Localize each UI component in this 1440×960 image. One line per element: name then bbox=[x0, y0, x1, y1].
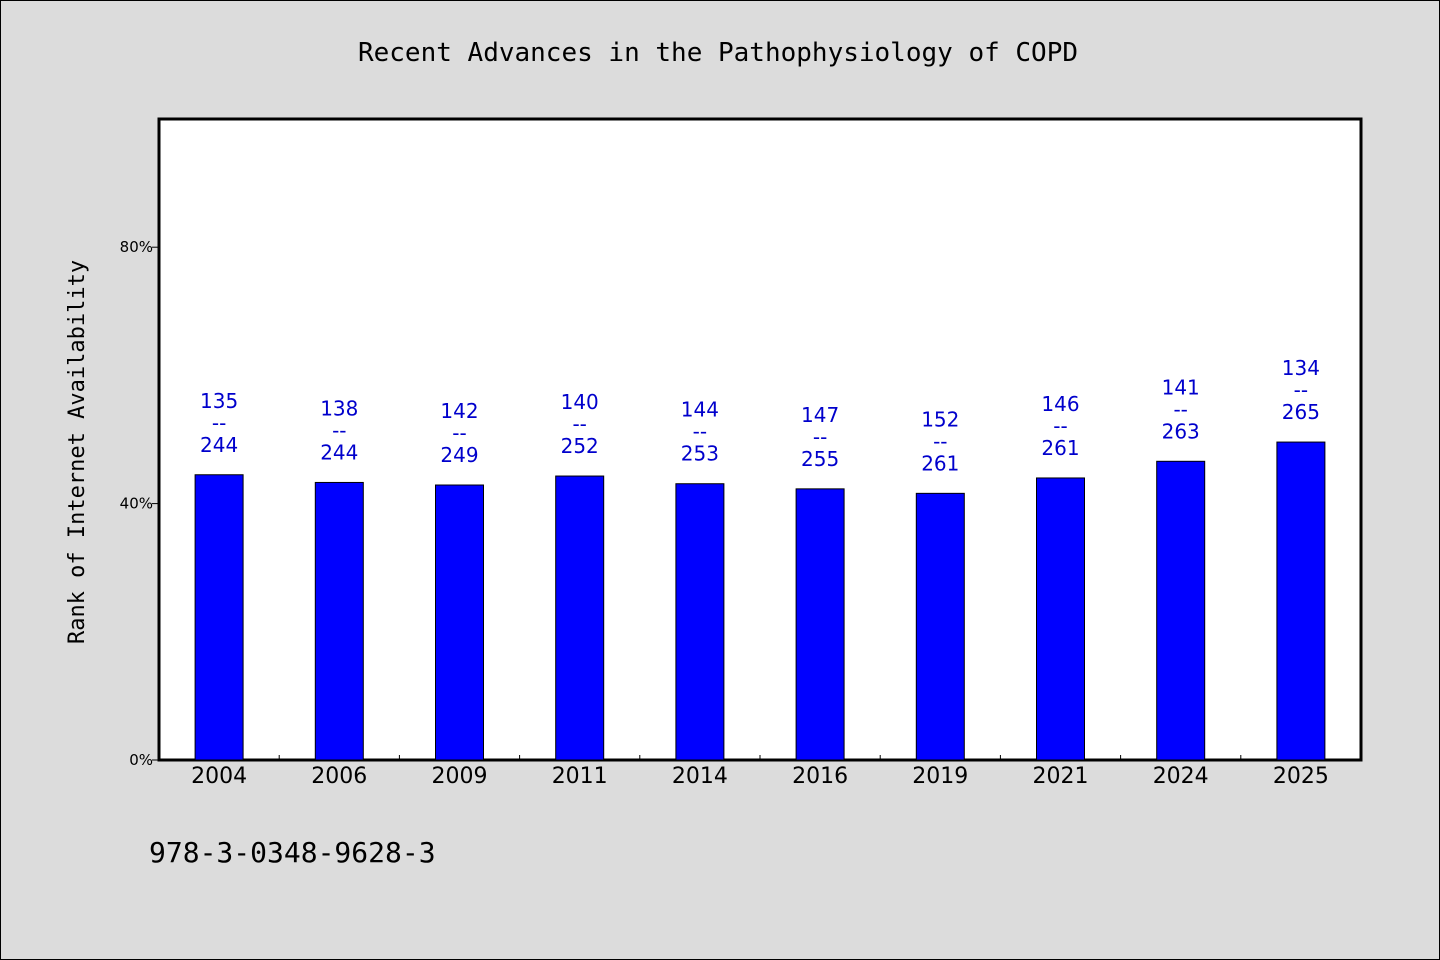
x-tick-label: 2006 bbox=[311, 764, 367, 789]
x-axis: 2004 2006 2009 2011 2014 2016 2019 2021 2024 2025 bbox=[191, 755, 1329, 789]
x-tick-label: 2025 bbox=[1273, 764, 1329, 789]
bar-2016 bbox=[795, 488, 845, 761]
data-label: 135 bbox=[200, 389, 238, 413]
x-tick-label: 2016 bbox=[792, 764, 848, 789]
data-labels-layer: 135--244138--244142--249140--252144--253… bbox=[200, 356, 1320, 475]
data-label: 244 bbox=[200, 433, 238, 457]
isbn-footer: 978-3-0348-9628-3 bbox=[149, 836, 436, 869]
y-axis: 0% 40% 80% bbox=[120, 238, 159, 769]
data-label: 252 bbox=[561, 434, 599, 458]
data-label: 134 bbox=[1282, 356, 1320, 380]
bars-layer bbox=[194, 441, 1326, 761]
data-label: 261 bbox=[1041, 436, 1079, 460]
x-tick-label: 2011 bbox=[552, 764, 608, 789]
bar-2025 bbox=[1276, 441, 1326, 761]
data-label: 146 bbox=[1041, 392, 1079, 416]
bar-2019 bbox=[915, 492, 965, 761]
y-axis-label: Rank of Internet Availability bbox=[65, 260, 90, 644]
data-label: 142 bbox=[440, 399, 478, 423]
data-label: -- bbox=[452, 421, 466, 445]
data-label: -- bbox=[1173, 397, 1187, 421]
data-label: 261 bbox=[921, 451, 959, 475]
data-label: -- bbox=[332, 418, 346, 442]
bar-2004 bbox=[194, 474, 244, 761]
y-tick-label: 0% bbox=[129, 751, 153, 769]
bar-2024 bbox=[1156, 460, 1206, 761]
data-label: 140 bbox=[561, 390, 599, 414]
data-label: -- bbox=[572, 412, 586, 436]
data-label: 265 bbox=[1282, 400, 1320, 424]
bar-2011 bbox=[555, 475, 605, 761]
x-tick-label: 2021 bbox=[1033, 764, 1089, 789]
data-label: 255 bbox=[801, 447, 839, 471]
data-label: -- bbox=[813, 425, 827, 449]
data-label: -- bbox=[1294, 378, 1308, 402]
data-label: -- bbox=[693, 420, 707, 444]
bar-2009 bbox=[435, 484, 484, 761]
y-tick-label: 80% bbox=[120, 238, 153, 256]
data-label: -- bbox=[212, 411, 226, 435]
data-label: 152 bbox=[921, 407, 959, 431]
data-label: 253 bbox=[681, 442, 719, 466]
data-label: 138 bbox=[320, 396, 358, 420]
y-tick-label: 40% bbox=[120, 495, 153, 513]
x-tick-label: 2019 bbox=[912, 764, 968, 789]
data-label: 144 bbox=[681, 398, 719, 422]
data-label: 141 bbox=[1162, 375, 1200, 399]
bar-2006 bbox=[314, 481, 364, 761]
data-label: 147 bbox=[801, 403, 839, 427]
data-label: -- bbox=[933, 429, 947, 453]
x-tick-label: 2014 bbox=[672, 764, 728, 789]
data-label: 244 bbox=[320, 440, 358, 464]
bar-2021 bbox=[1036, 477, 1085, 761]
bar-2014 bbox=[675, 483, 725, 761]
data-label: -- bbox=[1053, 414, 1067, 438]
x-tick-label: 2004 bbox=[191, 764, 247, 789]
chart-title: Recent Advances in the Pathophysiology o… bbox=[358, 38, 1078, 68]
x-tick-label: 2009 bbox=[432, 764, 488, 789]
data-label: 249 bbox=[440, 443, 478, 467]
data-label: 263 bbox=[1162, 419, 1200, 443]
x-tick-label: 2024 bbox=[1153, 764, 1209, 789]
